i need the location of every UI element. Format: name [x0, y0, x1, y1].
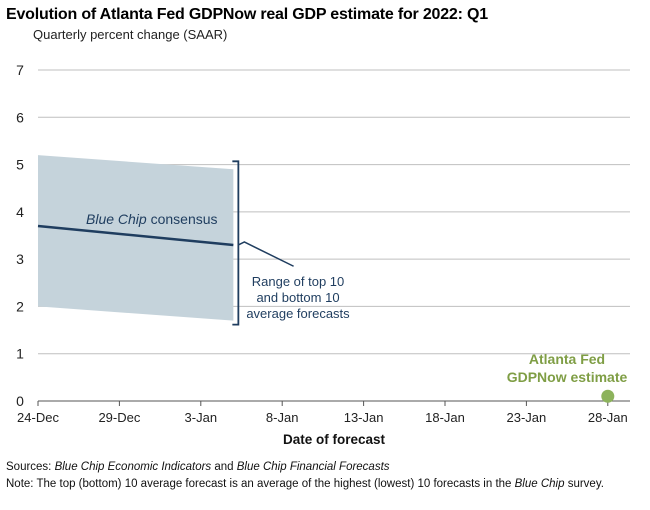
consensus-label-suffix: consensus: [151, 211, 218, 227]
note-text: The top (bottom) 10 average forecast is …: [36, 478, 515, 490]
gdpnow-label-line: Atlanta Fed: [529, 351, 605, 367]
y-tick-label: 0: [16, 393, 24, 409]
sources-title-2: Blue Chip Financial Forecasts: [236, 461, 390, 473]
sources-mid: and: [211, 461, 237, 473]
gdpnow-label-line: GDPNow estimate: [507, 369, 628, 385]
x-tick-label: 13-Jan: [344, 410, 384, 425]
y-tick-label: 3: [16, 251, 24, 267]
chart-subtitle: Quarterly percent change (SAAR): [33, 27, 228, 42]
note-prefix: Note:: [6, 478, 37, 490]
x-tick-label: 3-Jan: [185, 410, 218, 425]
range-label-line: and bottom 10: [256, 290, 339, 305]
x-tick-label: 18-Jan: [425, 410, 465, 425]
note-suffix: survey.: [564, 478, 604, 490]
y-tick-label: 4: [16, 204, 24, 220]
sources-prefix: Sources:: [6, 461, 55, 473]
x-tick-label: 28-Jan: [588, 410, 628, 425]
range-label-line: average forecasts: [246, 306, 350, 321]
consensus-line: [37, 224, 234, 247]
x-tick-label: 23-Jan: [507, 410, 547, 425]
y-tick-label: 7: [16, 62, 24, 78]
x-tick-label: 29-Dec: [98, 410, 140, 425]
consensus-label: Blue Chip consensus: [86, 211, 218, 227]
range-label-line: Range of top 10: [252, 274, 345, 289]
sources-title-1: Blue Chip Economic Indicators: [54, 461, 212, 473]
note-title: Blue Chip: [514, 478, 565, 490]
chart-title: Evolution of Atlanta Fed GDPNow real GDP…: [6, 6, 488, 23]
x-axis-title: Date of forecast: [283, 432, 386, 447]
y-tick-label: 6: [16, 109, 24, 125]
note-footnote: Note: The top (bottom) 10 average foreca…: [6, 478, 604, 490]
sources-footnote: Sources: Blue Chip Economic Indicators a…: [6, 461, 390, 473]
gdpnow-marker: [601, 389, 615, 403]
y-tick-label: 1: [16, 346, 24, 362]
consensus-label-prefix: Blue Chip: [86, 211, 151, 227]
range-bracket: [232, 160, 240, 326]
x-tick-label: 8-Jan: [266, 410, 299, 425]
range-band: [38, 155, 234, 321]
y-tick-label: 2: [16, 298, 24, 314]
chart-canvas: 0 1 2 3 4 5 6 7 24-Dec 29-Dec 3-Jan 8-Jan 13-Jan 18-J…: [16, 62, 630, 447]
range-pointer-line: [238, 241, 294, 267]
y-tick-label: 5: [16, 157, 24, 173]
x-tick-label: 24-Dec: [17, 410, 59, 425]
